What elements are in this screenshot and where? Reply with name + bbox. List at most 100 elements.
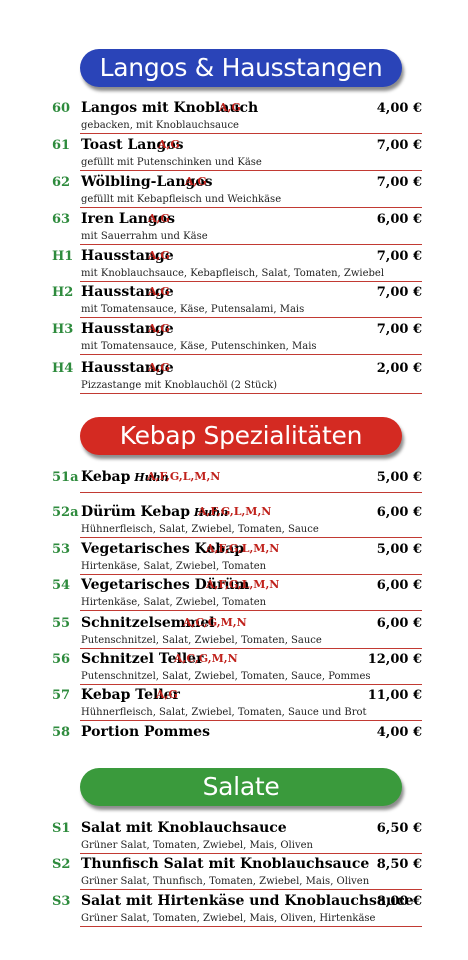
item-description: Hirtenkäse, Salat, Zwiebel, Tomaten [81,561,267,572]
item-variant: Huhn [189,506,229,519]
item-description: Hirtenkäse, Salat, Zwiebel, Tomaten [81,597,267,608]
item-price: 6,00 € [376,578,422,593]
item-name: Hausstange [81,321,174,337]
item-number: 52a [52,505,79,520]
divider [80,574,422,575]
item-name: Salat mit Knoblauchsauce [81,820,287,836]
item-name: Kebap Teller [81,687,180,703]
item-price: 6,00 € [376,212,422,227]
divider [80,648,422,649]
item-price: 7,00 € [376,249,422,264]
divider [80,610,422,611]
item-name: Portion Pommes [81,724,210,740]
item-price: 5,00 € [376,470,422,485]
item-number: H1 [52,249,74,264]
item-price: 7,00 € [376,175,422,190]
item-name: Hausstange [81,360,174,376]
allergen-codes: A,G [148,322,170,335]
allergen-codes: A,G [148,285,170,298]
allergen-codes: A,C,G,M,N [183,616,247,629]
item-number: 51a [52,470,79,485]
allergen-codes: A,F,G,L,M,N [147,470,221,483]
item-description: Putenschnitzel, Salat, Zwiebel, Tomaten,… [81,671,371,682]
allergen-codes: A,C,G,M,N [174,652,238,665]
section-header: Kebap Spezialitäten [80,417,402,455]
item-price: 4,00 € [376,101,422,116]
item-number: 62 [52,175,71,190]
item-description: Grüner Salat, Tomaten, Zwiebel, Mais, Ol… [81,840,313,851]
item-name: Wölbling-Langos [81,174,213,190]
item-description: Grüner Salat, Thunfisch, Tomaten, Zwiebe… [81,876,370,887]
item-description: Hühnerfleisch, Salat, Zwiebel, Tomaten, … [81,707,367,718]
item-name: Schnitzel Teller [81,651,204,667]
divider [80,926,422,927]
divider [80,393,422,394]
item-price: 7,00 € [376,138,422,153]
divider [80,317,422,318]
allergen-codes: A,G [156,688,178,701]
item-name: Vegetarisches Dürüm [81,577,250,593]
divider [80,244,422,245]
item-name: Vegetarisches Kebap [81,541,245,557]
item-number: 55 [52,616,71,631]
divider [80,492,422,493]
item-description: gefüllt mit Kebapfleisch und Weichkäse [81,194,282,205]
item-number: 53 [52,542,71,557]
item-price: 7,00 € [376,285,422,300]
divider [80,889,422,890]
item-price: 7,00 € [376,322,422,337]
item-number: S2 [52,857,71,872]
item-number: 54 [52,578,71,593]
item-price: 5,00 € [376,542,422,557]
item-number: 61 [52,138,71,153]
item-name: Iren Langos [81,211,175,227]
item-name: Thunfisch Salat mit Knoblauchsauce [81,856,370,872]
item-description: Putenschnitzel, Salat, Zwiebel, Tomaten,… [81,635,322,646]
item-price: 2,00 € [376,361,422,376]
divider [80,853,422,854]
item-price: 4,00 € [376,725,422,740]
item-price: 6,00 € [376,616,422,631]
item-description: Hühnerfleisch, Salat, Zwiebel, Tomaten, … [81,524,319,535]
item-description: mit Tomatensauce, Käse, Putenschinken, M… [81,341,317,352]
item-price: 12,00 € [367,652,422,667]
item-description: Grüner Salat, Tomaten, Zwiebel, Mais, Ol… [81,913,376,924]
allergen-codes: A,G [219,101,241,114]
divider [80,354,422,355]
item-name: Hausstange [81,284,174,300]
item-number: H4 [52,361,74,376]
item-description: Pizzastange mit Knoblauchöl (2 Stück) [81,380,278,391]
item-number: 63 [52,212,71,227]
allergen-codes: A,F,G,L,M,N [198,505,272,518]
allergen-codes: A,F,G,L,M,N [206,542,280,555]
item-variant: Huhn [130,471,169,484]
item-name: Hausstange [81,248,174,264]
item-name: Salat mit Hirtenkäse und Knoblauchsauce [81,893,414,909]
item-number: H2 [52,285,74,300]
item-price: 8,50 € [376,857,422,872]
section-header: Salate [80,768,402,806]
divider [80,207,422,208]
allergen-codes: A,G [185,175,207,188]
item-description: gefüllt mit Putenschinken und Käse [81,157,262,168]
item-description: mit Tomatensauce, Käse, Putensalami, Mai… [81,304,305,315]
item-number: S3 [52,894,71,909]
allergen-codes: A,G [148,361,170,374]
item-price: 11,00 € [367,688,422,703]
item-price: 6,50 € [376,821,422,836]
item-name: Toast Langos [81,137,184,153]
item-number: 57 [52,688,71,703]
item-description: gebacken, mit Knoblauchsauce [81,120,239,131]
divider [80,170,422,171]
allergen-codes: A,G [148,212,170,225]
allergen-codes: A,G [148,249,170,262]
item-description: mit Sauerrahm und Käse [81,231,208,242]
allergen-codes: A,G [158,138,180,151]
item-number: 60 [52,101,71,116]
divider [80,133,422,134]
item-name: Dürüm Kebap Huhn [81,504,229,520]
allergen-codes: A,F,G,L,M,N [206,578,280,591]
item-price: 8,00 € [376,894,422,909]
section-header: Langos & Hausstangen [80,49,402,87]
divider [80,281,422,282]
